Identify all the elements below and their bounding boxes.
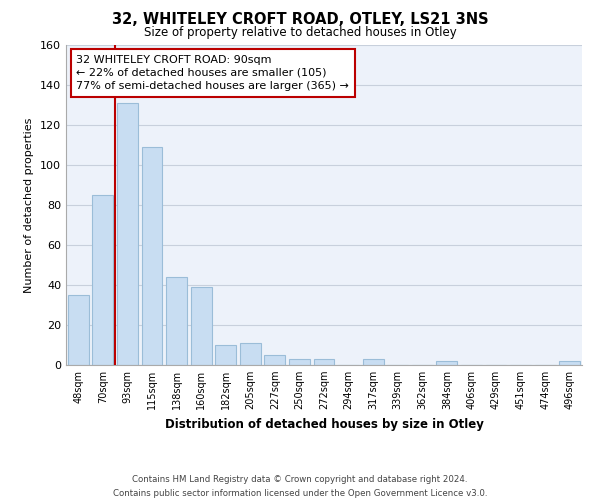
Bar (117, 103, 138, 365)
Bar (289, 359, 310, 365)
Text: Contains HM Land Registry data © Crown copyright and database right 2024.
Contai: Contains HM Land Registry data © Crown c… (113, 476, 487, 498)
Bar (166, 277, 187, 365)
Bar (559, 361, 580, 365)
Bar (215, 345, 236, 365)
Bar (240, 343, 261, 365)
X-axis label: Distribution of detached houses by size in Otley: Distribution of detached houses by size … (164, 418, 484, 430)
Bar (314, 359, 334, 365)
Y-axis label: Number of detached properties: Number of detached properties (25, 118, 34, 292)
Bar (191, 287, 212, 365)
Bar (436, 361, 457, 365)
Text: 32 WHITELEY CROFT ROAD: 90sqm
← 22% of detached houses are smaller (105)
77% of : 32 WHITELEY CROFT ROAD: 90sqm ← 22% of d… (76, 54, 349, 91)
Bar (265, 355, 286, 365)
Bar (362, 359, 383, 365)
Bar (92, 195, 113, 365)
Text: Size of property relative to detached houses in Otley: Size of property relative to detached ho… (143, 26, 457, 39)
Bar (68, 295, 89, 365)
Text: 32, WHITELEY CROFT ROAD, OTLEY, LS21 3NS: 32, WHITELEY CROFT ROAD, OTLEY, LS21 3NS (112, 12, 488, 28)
Bar (142, 147, 163, 365)
